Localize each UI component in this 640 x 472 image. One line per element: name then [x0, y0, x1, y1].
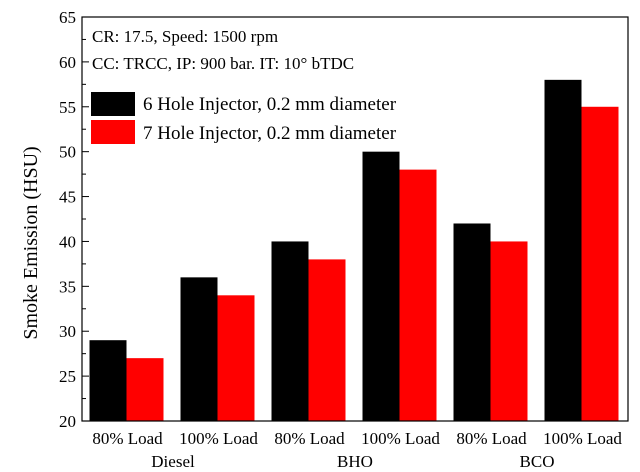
annotation-line-1: CR: 17.5, Speed: 1500 rpm	[92, 27, 278, 46]
bar-series-2-cat-2	[217, 295, 255, 421]
x-tick-label: 100% Load	[361, 429, 440, 448]
bar-series-1-cat-1	[89, 340, 127, 421]
y-tick-label: 65	[59, 8, 76, 27]
y-tick-label: 40	[59, 232, 76, 251]
y-tick-label: 55	[59, 98, 76, 117]
y-axis-label: Smoke Emission (HSU)	[20, 146, 42, 339]
bars-layer	[89, 79, 619, 422]
x-tick-label: 80% Load	[92, 429, 163, 448]
legend-swatch-7-hole	[91, 120, 135, 144]
bar-series-1-cat-4	[362, 151, 400, 421]
x-tick-label: 80% Load	[274, 429, 345, 448]
legend-label-7-hole: 7 Hole Injector, 0.2 mm diameter	[143, 123, 397, 144]
bar-series-2-cat-4	[399, 169, 437, 421]
bar-series-2-cat-3	[308, 259, 346, 421]
x-group-label: BCO	[520, 452, 555, 471]
y-tick-label: 25	[59, 367, 76, 386]
legend-label-6-hole: 6 Hole Injector, 0.2 mm diameter	[143, 94, 397, 115]
y-axis: 20 25 30 35 40 45 50 55 60 65	[59, 8, 89, 431]
x-tick-label: 80% Load	[456, 429, 527, 448]
legend-swatch-6-hole	[91, 92, 135, 116]
y-tick-label: 20	[59, 412, 76, 431]
bar-series-2-cat-6	[581, 106, 619, 422]
x-axis: 80% Load 100% Load 80% Load 100% Load 80% Lo…	[92, 429, 622, 471]
y-tick-label: 30	[59, 322, 76, 341]
bar-series-1-cat-2	[180, 277, 218, 421]
y-tick-label: 35	[59, 277, 76, 296]
x-group-label: BHO	[337, 452, 373, 471]
y-tick-label: 60	[59, 53, 76, 72]
y-tick-label: 50	[59, 143, 76, 162]
bar-series-2-cat-1	[126, 358, 164, 421]
x-group-label: Diesel	[151, 452, 195, 471]
bar-series-1-cat-6	[544, 79, 582, 421]
legend: 6 Hole Injector, 0.2 mm diameter 7 Hole …	[91, 92, 397, 144]
x-tick-label: 100% Load	[543, 429, 622, 448]
bar-series-2-cat-5	[490, 241, 528, 421]
x-tick-label: 100% Load	[179, 429, 258, 448]
y-tick-label: 45	[59, 188, 76, 207]
bar-series-1-cat-5	[453, 223, 491, 421]
bar-series-1-cat-3	[271, 241, 309, 421]
annotation-line-2: CC: TRCC, IP: 900 bar. IT: 10° bTDC	[92, 54, 354, 73]
